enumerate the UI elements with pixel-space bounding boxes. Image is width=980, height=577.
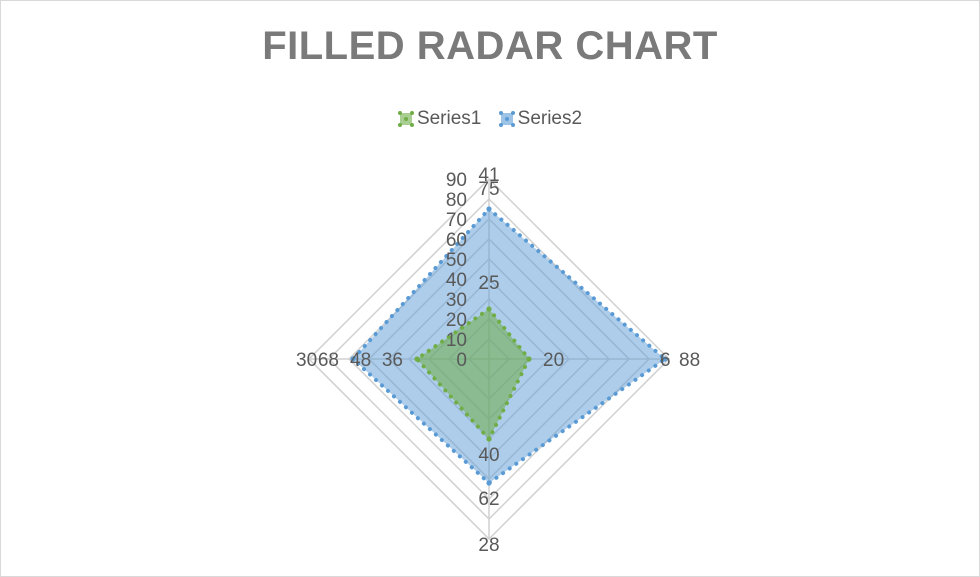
data-point — [526, 356, 532, 362]
data-label-series2: 88 — [679, 350, 700, 371]
radial-tick-label: 80 — [446, 190, 467, 211]
outer-label: 41 — [478, 165, 499, 186]
legend: Series1 Series2 — [0, 108, 980, 133]
legend-label-series1: Series1 — [416, 108, 482, 129]
data-label-series2: 75 — [478, 179, 499, 200]
data-point — [486, 436, 492, 442]
legend-item-series2[interactable]: Series2 — [498, 108, 583, 130]
data-label-series1: 20 — [543, 350, 564, 371]
data-label-series1: 36 — [382, 350, 403, 371]
data-point — [486, 306, 492, 312]
data-label-series2: 62 — [478, 489, 499, 510]
outer-label: 30 — [296, 350, 317, 371]
outer-label: 48 — [350, 350, 371, 371]
data-label-series1: 40 — [478, 445, 499, 466]
radial-tick-label: 10 — [446, 330, 467, 351]
data-point — [350, 356, 356, 362]
outer-label: 28 — [478, 535, 499, 556]
radial-tick-label: 60 — [446, 230, 467, 251]
outer-label: 6 — [660, 350, 671, 371]
radial-tick-label: 90 — [446, 170, 467, 191]
radial-tick-label: 30 — [446, 290, 467, 311]
legend-marker-series2 — [498, 111, 515, 127]
legend-item-series1[interactable]: Series1 — [397, 108, 482, 130]
radial-tick-label: 70 — [446, 210, 467, 231]
legend-marker-series1 — [397, 111, 414, 127]
legend-label-series2: Series2 — [517, 108, 583, 129]
data-point — [486, 206, 492, 212]
data-point — [662, 356, 668, 362]
radial-tick-label: 0 — [456, 350, 467, 371]
radial-tick-label: 40 — [446, 270, 467, 291]
radial-tick-label: 20 — [446, 310, 467, 331]
data-point — [414, 356, 420, 362]
chart-title: FILLED RADAR CHART — [262, 24, 718, 68]
data-label-series2: 68 — [318, 350, 339, 371]
data-point — [486, 480, 492, 486]
data-label-series1: 25 — [478, 273, 499, 294]
radial-tick-label: 50 — [446, 250, 467, 271]
